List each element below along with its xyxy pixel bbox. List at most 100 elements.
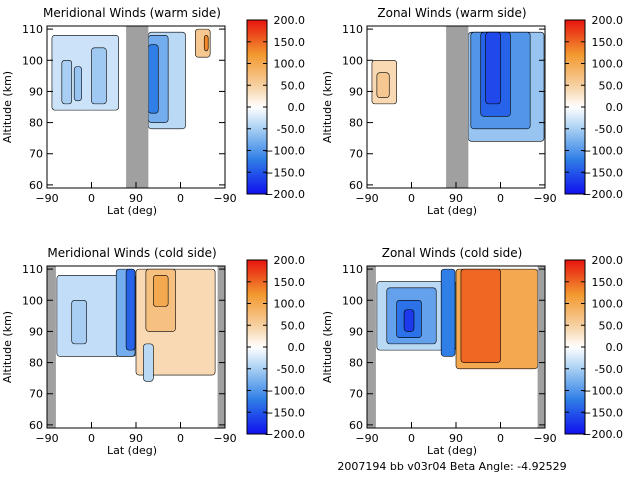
colorbar-tick-label: 150.0 bbox=[592, 276, 624, 289]
contour-region bbox=[148, 44, 159, 114]
y-tick-label: 100 bbox=[22, 294, 43, 307]
x-tick-label: −90 bbox=[213, 432, 236, 445]
y-tick-label: 100 bbox=[342, 294, 363, 307]
x-tick-label: 0 bbox=[88, 192, 95, 205]
chart-title: Zonal Winds (warm side) bbox=[377, 6, 526, 20]
x-axis-label: Lat (deg) bbox=[427, 204, 477, 217]
colorbar-tick-label: -50.0 bbox=[595, 123, 623, 136]
x-tick-label: 0 bbox=[497, 432, 504, 445]
colorbar-tick-label: 200.0 bbox=[274, 254, 306, 267]
colorbar-tick-label: −200.0 bbox=[582, 428, 623, 441]
y-tick-label: 110 bbox=[22, 23, 43, 36]
contour-region bbox=[203, 35, 209, 52]
colorbar-tick-label: 0.0 bbox=[288, 101, 306, 114]
x-tick-label: 90 bbox=[129, 192, 143, 205]
y-tick-label: 90 bbox=[349, 325, 363, 338]
y-tick-label: 70 bbox=[349, 148, 363, 161]
colorbar-tick-label: 150.0 bbox=[274, 276, 306, 289]
chart-title: Meridional Winds (cold side) bbox=[47, 246, 216, 260]
panel-3: Meridional Winds (cold side) 60 70 80 90 100 1… bbox=[1, 246, 305, 457]
panel-2: Zonal Winds (warm side) 60 70 80 90 100 110 −90… bbox=[321, 6, 623, 217]
x-tick-label: 0 bbox=[177, 432, 184, 445]
x-tick-label: −90 bbox=[355, 192, 378, 205]
y-axis-label: Altitude (km) bbox=[1, 311, 14, 383]
panel-1: Meridional Winds (warm side) 60 70 80 90 100 1… bbox=[1, 6, 305, 217]
no-data-gap bbox=[367, 266, 376, 428]
colorbar-tick-label: −200.0 bbox=[264, 188, 305, 201]
contour-region bbox=[460, 268, 501, 363]
colorbar-tick-label: 50.0 bbox=[599, 79, 624, 92]
contour-region bbox=[485, 31, 501, 105]
y-tick-label: 70 bbox=[29, 148, 43, 161]
y-tick-label: 100 bbox=[342, 54, 363, 67]
colorbar-tick-label: 50.0 bbox=[281, 319, 306, 332]
colorbar-tick-label: 50.0 bbox=[599, 319, 624, 332]
contour-region bbox=[403, 309, 415, 332]
x-tick-label: 0 bbox=[88, 432, 95, 445]
x-tick-label: −90 bbox=[355, 432, 378, 445]
x-tick-label: −90 bbox=[533, 192, 556, 205]
colorbar-tick-label: 150.0 bbox=[274, 36, 306, 49]
contour-region bbox=[71, 299, 87, 345]
contour-region bbox=[153, 275, 169, 307]
contour-region bbox=[91, 47, 107, 105]
contour-region bbox=[73, 66, 82, 102]
colorbar-tick-label: −150.0 bbox=[264, 406, 305, 419]
x-tick-label: 0 bbox=[408, 432, 415, 445]
colorbar-tick-label: 100.0 bbox=[592, 298, 624, 311]
colorbar-tick-label: 200.0 bbox=[592, 14, 624, 27]
x-tick-label: 0 bbox=[177, 192, 184, 205]
colorbar-tick-label: −100.0 bbox=[582, 385, 623, 398]
contour-region bbox=[125, 268, 136, 351]
y-tick-label: 90 bbox=[349, 85, 363, 98]
colorbar-tick-label: 100.0 bbox=[274, 58, 306, 71]
x-tick-label: 90 bbox=[449, 432, 463, 445]
x-axis-label: Lat (deg) bbox=[427, 444, 477, 457]
x-tick-label: 0 bbox=[497, 192, 504, 205]
x-tick-label: 0 bbox=[408, 192, 415, 205]
y-tick-label: 80 bbox=[349, 357, 363, 370]
y-tick-label: 90 bbox=[29, 85, 43, 98]
y-axis-label: Altitude (km) bbox=[321, 71, 334, 143]
chart-title: Meridional Winds (warm side) bbox=[43, 6, 221, 20]
footer-caption: 2007194 bb v03r04 Beta Angle: -4.92529 bbox=[337, 460, 566, 473]
contour-region bbox=[61, 59, 73, 105]
contour-region bbox=[376, 72, 390, 98]
no-data-gap bbox=[537, 266, 545, 428]
y-tick-label: 80 bbox=[349, 117, 363, 130]
y-tick-label: 60 bbox=[29, 419, 43, 432]
colorbar-tick-label: -50.0 bbox=[595, 363, 623, 376]
panel-4: Zonal Winds (cold side) 60 70 80 90 100 110 −90… bbox=[321, 246, 623, 457]
colorbar-tick-label: 0.0 bbox=[606, 341, 624, 354]
colorbar-tick-label: −150.0 bbox=[582, 406, 623, 419]
colorbar-tick-label: −200.0 bbox=[582, 188, 623, 201]
x-tick-label: −90 bbox=[533, 432, 556, 445]
colorbar-tick-label: 100.0 bbox=[592, 58, 624, 71]
x-axis-label: Lat (deg) bbox=[107, 204, 157, 217]
y-tick-label: 80 bbox=[29, 357, 43, 370]
colorbar-tick-label: −100.0 bbox=[264, 145, 305, 158]
colorbar-tick-label: −200.0 bbox=[264, 428, 305, 441]
y-tick-label: 110 bbox=[22, 263, 43, 276]
colorbar-tick-label: −150.0 bbox=[264, 166, 305, 179]
colorbar-tick-label: 200.0 bbox=[592, 254, 624, 267]
colorbar-tick-label: 50.0 bbox=[281, 79, 306, 92]
y-axis-label: Altitude (km) bbox=[321, 311, 334, 383]
y-tick-label: 100 bbox=[22, 54, 43, 67]
y-tick-label: 60 bbox=[29, 179, 43, 192]
y-tick-label: 60 bbox=[349, 419, 363, 432]
colorbar-tick-label: −150.0 bbox=[582, 166, 623, 179]
colorbar-tick-label: 0.0 bbox=[606, 101, 624, 114]
y-tick-label: 60 bbox=[349, 179, 363, 192]
no-data-gap bbox=[126, 26, 149, 188]
x-tick-label: −90 bbox=[35, 432, 58, 445]
x-axis-label: Lat (deg) bbox=[107, 444, 157, 457]
chart-title: Zonal Winds (cold side) bbox=[382, 246, 523, 260]
y-tick-label: 110 bbox=[342, 23, 363, 36]
no-data-gap bbox=[217, 266, 225, 428]
colorbar-tick-label: −100.0 bbox=[264, 385, 305, 398]
y-tick-label: 80 bbox=[29, 117, 43, 130]
x-tick-label: −90 bbox=[213, 192, 236, 205]
no-data-gap bbox=[47, 266, 56, 428]
